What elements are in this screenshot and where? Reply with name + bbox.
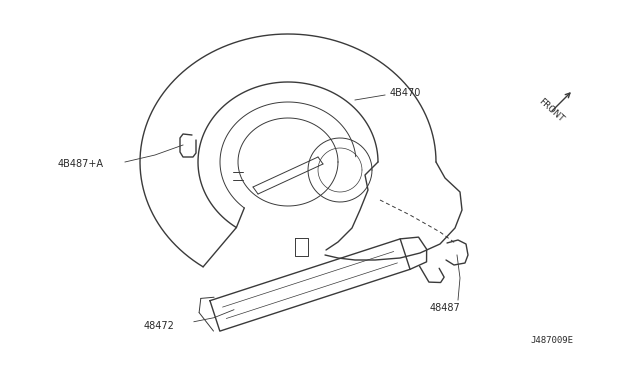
Text: 48487: 48487 bbox=[430, 303, 461, 313]
Text: FRONT: FRONT bbox=[537, 97, 566, 124]
Text: J487009E: J487009E bbox=[530, 336, 573, 345]
Text: 48472: 48472 bbox=[144, 321, 175, 331]
Text: 4B487+A: 4B487+A bbox=[58, 159, 104, 169]
Text: 4B470: 4B470 bbox=[390, 88, 421, 98]
